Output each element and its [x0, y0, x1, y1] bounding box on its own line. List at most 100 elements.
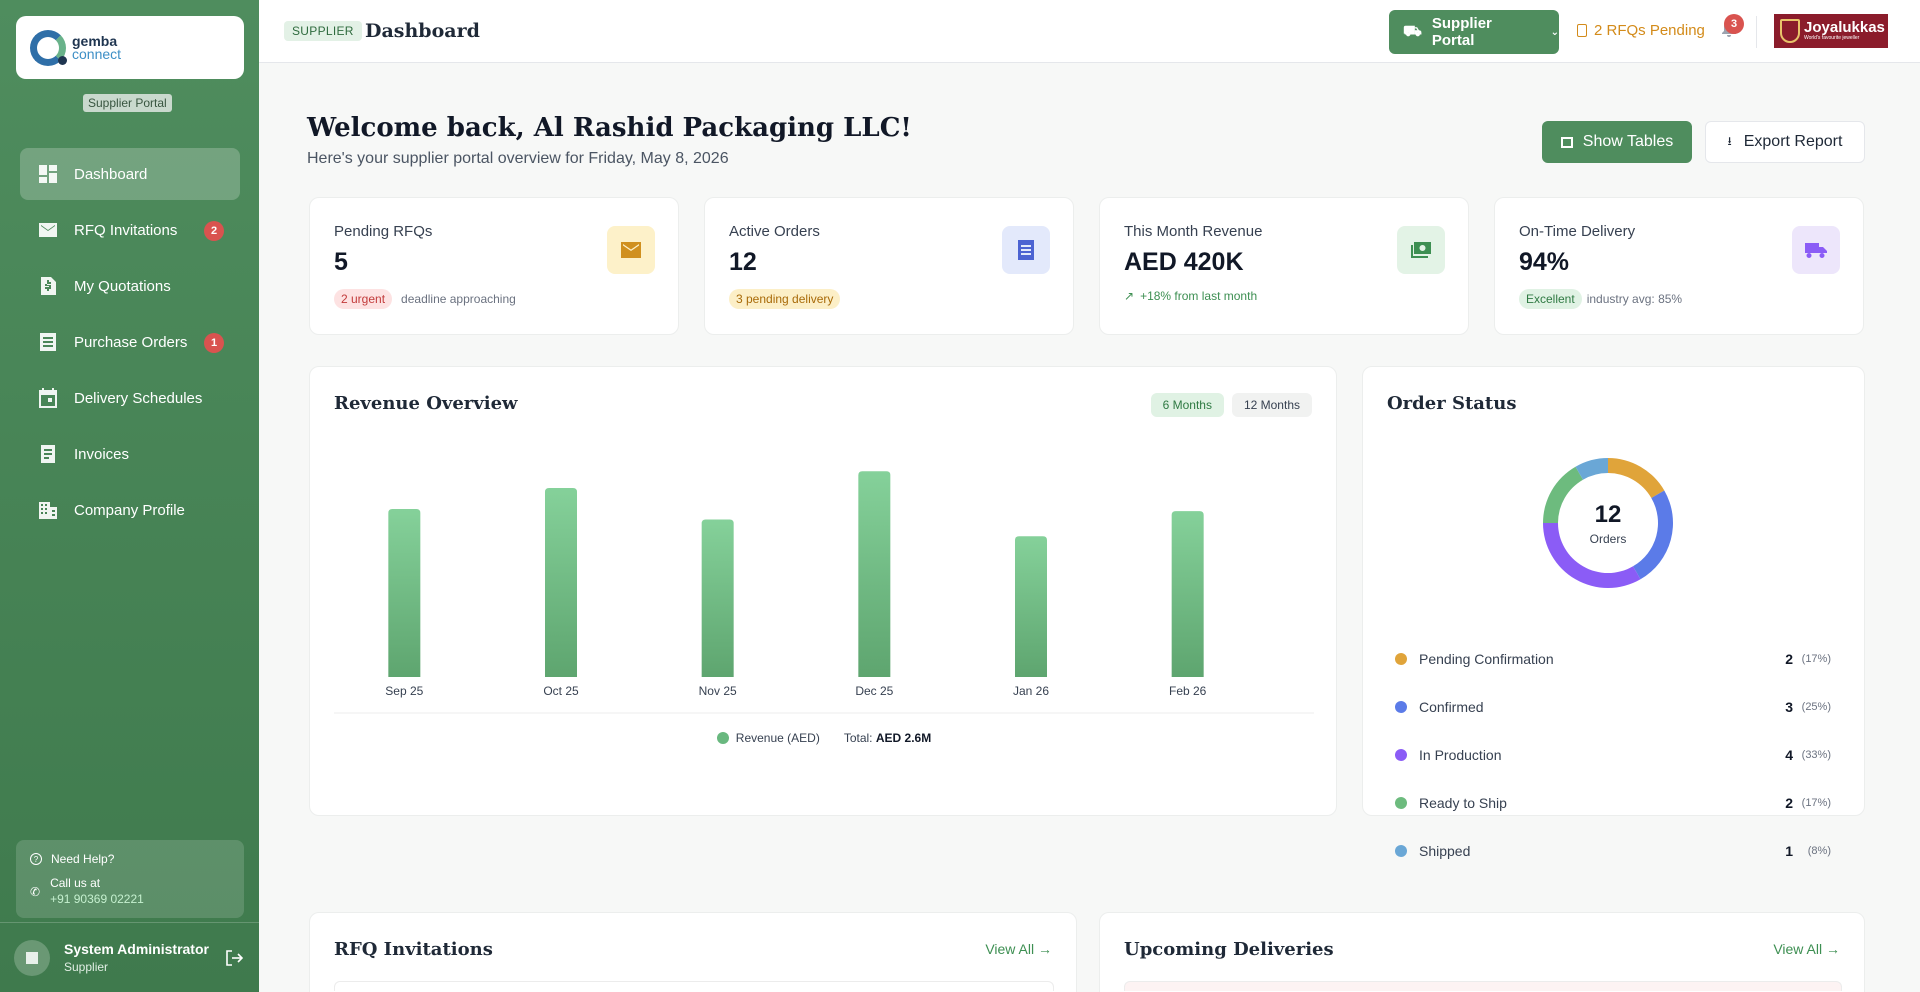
main-content: Welcome back, Al Rashid Packaging LLC! H…: [259, 63, 1911, 992]
page-title: Dashboard: [365, 20, 480, 42]
revenue-legend: Revenue (AED) Total: AED 2.6M: [310, 731, 1338, 745]
trend-up-icon: ↗: [1124, 289, 1135, 303]
revenue-overview-card: Revenue Overview 6 Months 12 Months Sep …: [309, 366, 1337, 816]
gemba-logo[interactable]: gemba connect: [16, 16, 244, 79]
mail-icon: [39, 223, 57, 237]
sidebar-item-label: Delivery Schedules: [74, 389, 203, 407]
purchase-order-icon: [40, 333, 56, 351]
status-count: 2: [1785, 795, 1793, 811]
status-count: 1: [1785, 843, 1793, 859]
deliveries-table-top: [1124, 981, 1842, 991]
building-avatar-icon: [26, 951, 38, 964]
sidebar-item-dashboard[interactable]: Dashboard: [20, 148, 240, 200]
x-tick-label: Oct 25: [543, 684, 579, 698]
status-label: Pending Confirmation: [1419, 651, 1554, 667]
legend-swatch: [716, 732, 729, 744]
stat-label: This Month Revenue: [1124, 223, 1263, 240]
revenue-bar[interactable]: [1015, 536, 1047, 677]
sidebar: gemba connect Supplier Portal Dashboard …: [0, 0, 259, 992]
user-panel: System Administrator Supplier: [0, 922, 259, 992]
show-tables-button[interactable]: Show Tables: [1542, 121, 1692, 163]
stat-card-active-orders[interactable]: Active Orders 12 3 pending delivery: [704, 197, 1074, 335]
status-count: 4: [1785, 747, 1793, 763]
welcome-heading: Welcome back, Al Rashid Packaging LLC!: [307, 113, 912, 143]
status-label: Ready to Ship: [1419, 795, 1507, 811]
rfq-pending-link[interactable]: 2 RFQs Pending: [1577, 22, 1705, 39]
user-name: System Administrator: [64, 941, 209, 957]
logout-icon[interactable]: [225, 949, 243, 967]
range-tabs: 6 Months 12 Months: [1143, 393, 1312, 417]
stat-card-pending-rfqs[interactable]: Pending RFQs 5 2 urgent deadline approac…: [309, 197, 679, 335]
stat-label: Pending RFQs: [334, 223, 433, 240]
sidebar-item-my-quotations[interactable]: My Quotations: [20, 260, 240, 312]
view-all-deliveries-link[interactable]: View All →: [1773, 941, 1840, 957]
user-avatar: [14, 939, 50, 976]
sidebar-item-delivery-schedules[interactable]: Delivery Schedules: [20, 372, 240, 424]
revenue-bar[interactable]: [388, 509, 421, 677]
stat-label: Active Orders: [729, 223, 820, 240]
donut-slice[interactable]: [1608, 458, 1665, 498]
x-tick-label: Nov 25: [699, 684, 737, 698]
calendar-icon: [39, 388, 57, 408]
export-report-button[interactable]: ⭳ Export Report: [1705, 121, 1865, 163]
stat-label: On-Time Delivery: [1519, 223, 1636, 240]
sidebar-item-label: Purchase Orders: [74, 333, 188, 351]
total-label: Total:: [843, 731, 873, 745]
revenue-bar[interactable]: [1171, 511, 1204, 677]
view-all-rfqs-link[interactable]: View All →: [985, 941, 1052, 957]
stat-card-on-time-delivery[interactable]: On-Time Delivery 94% Excellent industry …: [1494, 197, 1864, 335]
rfq-count-badge: 2: [204, 221, 224, 241]
status-row: Confirmed 3 (25%): [1395, 683, 1831, 731]
stat-card-month-revenue[interactable]: This Month Revenue AED 420K ↗ +18% from …: [1099, 197, 1469, 335]
status-percent: (33%): [1801, 749, 1831, 761]
tab-6-months[interactable]: 6 Months: [1150, 393, 1224, 417]
sidebar-item-company-profile[interactable]: Company Profile: [20, 484, 240, 536]
stat-note: industry avg: 85%: [1586, 292, 1683, 306]
user-role: Supplier: [64, 960, 109, 974]
x-tick-label: Feb 26: [1169, 684, 1207, 698]
logo-line1: gemba: [72, 32, 118, 49]
revenue-bar[interactable]: [545, 488, 577, 677]
card-title: RFQ Invitations: [334, 939, 493, 960]
revenue-bar[interactable]: [701, 519, 734, 678]
sidebar-item-label: Dashboard: [74, 165, 148, 183]
portal-switch-button[interactable]: ⛟ Supplier Portal ⌄: [1389, 10, 1559, 54]
sidebar-item-label: Invoices: [74, 445, 130, 463]
stat-value: 5: [334, 248, 348, 276]
help-circle-icon: ?: [30, 853, 42, 865]
welcome-subheading: Here's your supplier portal overview for…: [307, 150, 729, 167]
sidebar-item-purchase-orders[interactable]: Purchase Orders 1: [20, 316, 240, 368]
donut-slice[interactable]: [1543, 466, 1583, 523]
pending-delivery-pill: 3 pending delivery: [729, 289, 841, 309]
cash-icon: [1397, 226, 1445, 274]
order-status-list: Pending Confirmation 2 (17%) Confirmed 3 (25%…: [1395, 635, 1831, 875]
status-dot: [1395, 749, 1407, 761]
building-icon: [39, 502, 57, 519]
brand-mark-icon: [1780, 19, 1800, 43]
status-dot: [1395, 653, 1407, 665]
role-tag: SUPPLIER: [284, 21, 362, 41]
help-phone-link[interactable]: +91 90369 02221: [50, 892, 144, 906]
document-icon: [1002, 226, 1050, 274]
status-percent: (17%): [1801, 653, 1831, 665]
notification-badge: 3: [1724, 14, 1744, 34]
revenue-total: Total: AED 2.6M: [844, 731, 931, 745]
stat-value: 94%: [1519, 248, 1570, 276]
phone-icon: ✆: [30, 885, 41, 899]
revenue-bar[interactable]: [858, 471, 891, 677]
sidebar-item-rfq-invitations[interactable]: RFQ Invitations 2: [20, 204, 240, 256]
sidebar-item-label: RFQ Invitations: [74, 221, 178, 239]
logo-line2: connect: [72, 45, 122, 62]
sidebar-item-invoices[interactable]: Invoices: [20, 428, 240, 480]
donut-slice[interactable]: [1633, 490, 1673, 580]
tab-12-months[interactable]: 12 Months: [1231, 393, 1312, 417]
donut-slice[interactable]: [1543, 523, 1641, 588]
donut-slice[interactable]: [1575, 458, 1609, 480]
truck-icon: ⛟: [1403, 22, 1422, 40]
download-icon: ⭳: [1727, 133, 1732, 148]
status-percent: (8%): [1807, 845, 1831, 857]
rfq-table-top: [334, 981, 1054, 991]
sidebar-item-label: Company Profile: [74, 501, 185, 519]
mail-icon: [607, 226, 655, 274]
rfq-invitations-card: RFQ Invitations View All →: [309, 912, 1077, 992]
